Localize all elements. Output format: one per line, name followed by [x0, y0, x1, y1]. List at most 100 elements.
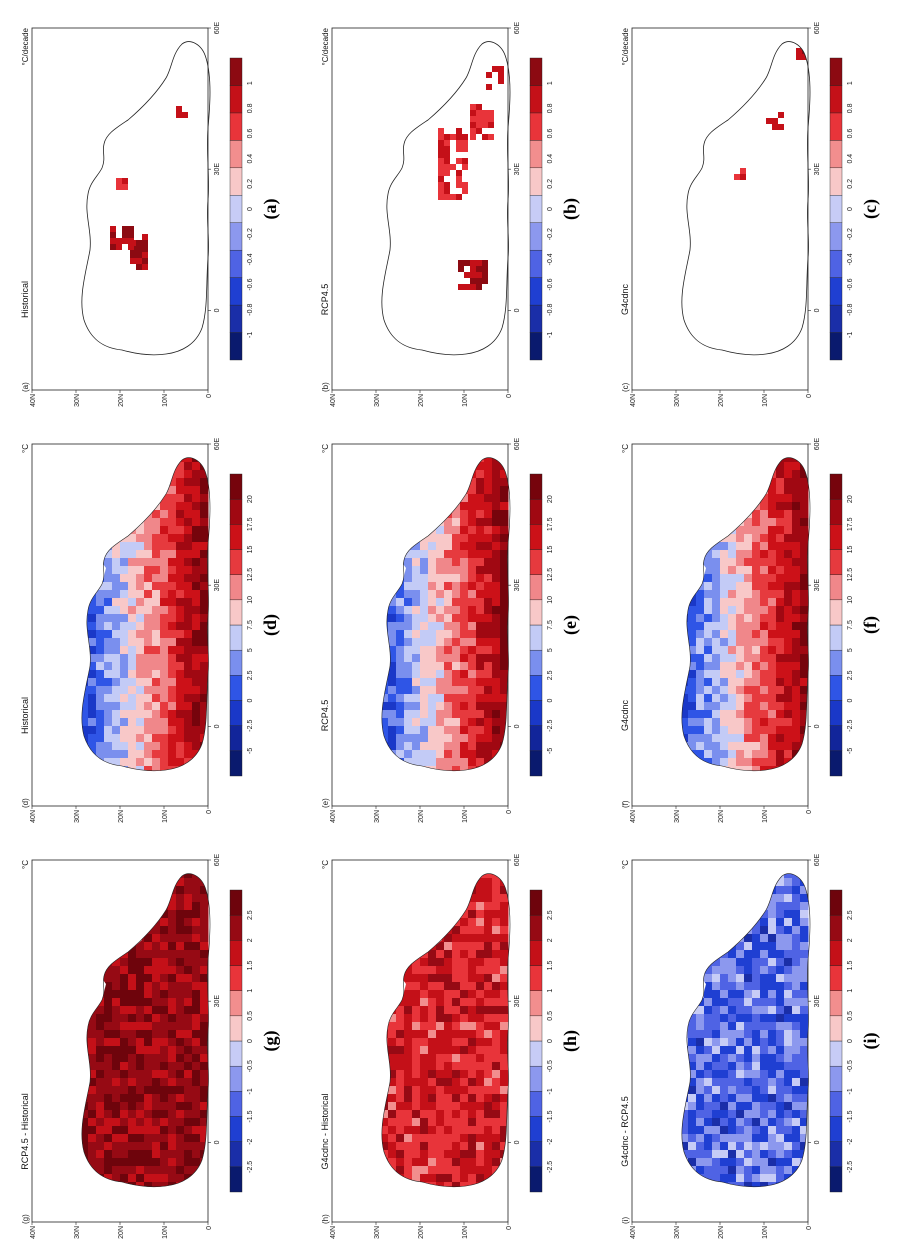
panel-unit: °C/decade — [621, 27, 630, 65]
colorbar-tick-label: 0 — [847, 698, 854, 702]
colorbar-tick-label: -1.5 — [547, 1110, 554, 1122]
colorbar-tick-label: 20 — [247, 495, 254, 503]
lat-tick-label: 0 — [206, 810, 213, 814]
colorbar-tick-label: -2.5 — [847, 1161, 854, 1173]
colorbar-swatch — [230, 726, 242, 751]
lat-tick-label: 40N — [630, 394, 637, 407]
colorbar-tick-label: -2.5 — [847, 720, 854, 732]
colorbar-swatch — [230, 701, 242, 726]
colorbar-swatch — [830, 524, 842, 549]
colorbar-swatch — [230, 751, 242, 776]
lat-tick-label: 30N — [74, 1226, 81, 1239]
colorbar-swatch — [830, 140, 842, 167]
colorbar-swatch — [830, 1041, 842, 1066]
panel-tag: (f) — [621, 800, 630, 808]
colorbar-swatch — [830, 333, 842, 360]
colorbar-tick-label: 0.2 — [847, 179, 854, 189]
colorbar-tick-label: -2.5 — [247, 720, 254, 732]
map-frame — [32, 28, 208, 390]
colorbar-swatch — [230, 499, 242, 524]
colorbar-tick-label: -0.8 — [247, 304, 254, 316]
colorbar-tick-label: -1 — [547, 1088, 554, 1094]
colorbar-swatch — [530, 168, 542, 195]
lat-tick-label: 40N — [630, 810, 637, 823]
colorbar-swatch — [830, 1091, 842, 1116]
colorbar-swatch — [530, 113, 542, 140]
colorbar-swatch — [530, 499, 542, 524]
lat-tick-label: 40N — [330, 810, 337, 823]
lon-tick-label: 60E — [814, 21, 821, 34]
panel-label: (e) — [560, 615, 581, 635]
colorbar-swatch — [830, 168, 842, 195]
colorbar-swatch — [530, 333, 542, 360]
lat-tick-label: 20N — [418, 394, 425, 407]
lat-tick-label: 0 — [806, 810, 813, 814]
colorbar-tick-label: 0 — [547, 207, 554, 211]
colorbar-swatch — [230, 1117, 242, 1142]
colorbar-swatch — [230, 140, 242, 167]
colorbar-swatch — [230, 113, 242, 140]
colorbar-tick-label: 0 — [247, 698, 254, 702]
colorbar-tick-label: 0 — [547, 698, 554, 702]
lat-tick-label: 20N — [418, 810, 425, 823]
colorbar-tick-label: 1 — [547, 989, 554, 993]
colorbar-tick-label: 0.6 — [847, 129, 854, 139]
lat-tick-label: 0 — [506, 810, 513, 814]
panel-label: (h) — [560, 1030, 581, 1052]
colorbar-tick-label: 0.4 — [847, 154, 854, 164]
colorbar-tick-label: 0.4 — [247, 154, 254, 164]
lat-tick-label: 20N — [718, 810, 725, 823]
colorbar-tick-label: 17.5 — [547, 517, 554, 531]
colorbar-tick-label: 20 — [847, 495, 854, 503]
panel-unit: °C/decade — [21, 27, 30, 65]
colorbar-swatch — [230, 474, 242, 499]
colorbar-tick-label: 1 — [847, 81, 854, 85]
panel-label: (i) — [860, 1033, 881, 1050]
colorbar-tick-label: 1.5 — [547, 961, 554, 971]
lat-tick-label: 20N — [118, 810, 125, 823]
lat-tick-label: 0 — [806, 1226, 813, 1230]
colorbar-tick-label: 0.6 — [247, 129, 254, 139]
panel-tag: (c) — [621, 382, 630, 392]
colorbar-swatch — [530, 223, 542, 250]
colorbar-swatch — [530, 751, 542, 776]
panel-title: RCP4.5 — [320, 284, 330, 316]
colorbar-swatch — [230, 991, 242, 1016]
colorbar-swatch — [530, 305, 542, 332]
panel-unit: °C — [321, 444, 330, 453]
lat-tick-label: 20N — [718, 394, 725, 407]
colorbar-tick-label: 2.5 — [247, 670, 254, 680]
panel-title: G4cdnc — [620, 283, 630, 315]
panel-unit: °C — [621, 860, 630, 869]
colorbar-swatch — [230, 550, 242, 575]
colorbar-tick-label: 5 — [847, 648, 854, 652]
colorbar-swatch — [530, 1117, 542, 1142]
panel-title: G4cdnc — [620, 699, 630, 731]
panel-label: (c) — [860, 199, 881, 219]
colorbar-swatch — [230, 85, 242, 112]
lat-tick-label: 0 — [506, 1226, 513, 1230]
lat-tick-label: 30N — [74, 394, 81, 407]
colorbar-tick-label: 2.5 — [847, 670, 854, 680]
colorbar-swatch — [230, 1066, 242, 1091]
colorbar-tick-label: -0.4 — [547, 253, 554, 265]
panel-unit: °C/decade — [321, 27, 330, 65]
lat-tick-label: 10N — [762, 810, 769, 823]
colorbar-tick-label: -2 — [247, 1138, 254, 1144]
colorbar-tick-label: 7.5 — [247, 620, 254, 630]
colorbar-tick-label: -2.5 — [547, 720, 554, 732]
colorbar-tick-label: -2 — [547, 1138, 554, 1144]
map-frame — [332, 28, 508, 390]
colorbar-swatch — [230, 890, 242, 915]
colorbar-tick-label: 0.5 — [247, 1011, 254, 1021]
colorbar-swatch — [230, 675, 242, 700]
colorbar-swatch — [230, 250, 242, 277]
colorbar-swatch — [530, 625, 542, 650]
colorbar-tick-label: -0.4 — [847, 253, 854, 265]
colorbar-swatch — [830, 474, 842, 499]
colorbar-tick-label: 0.8 — [547, 103, 554, 113]
